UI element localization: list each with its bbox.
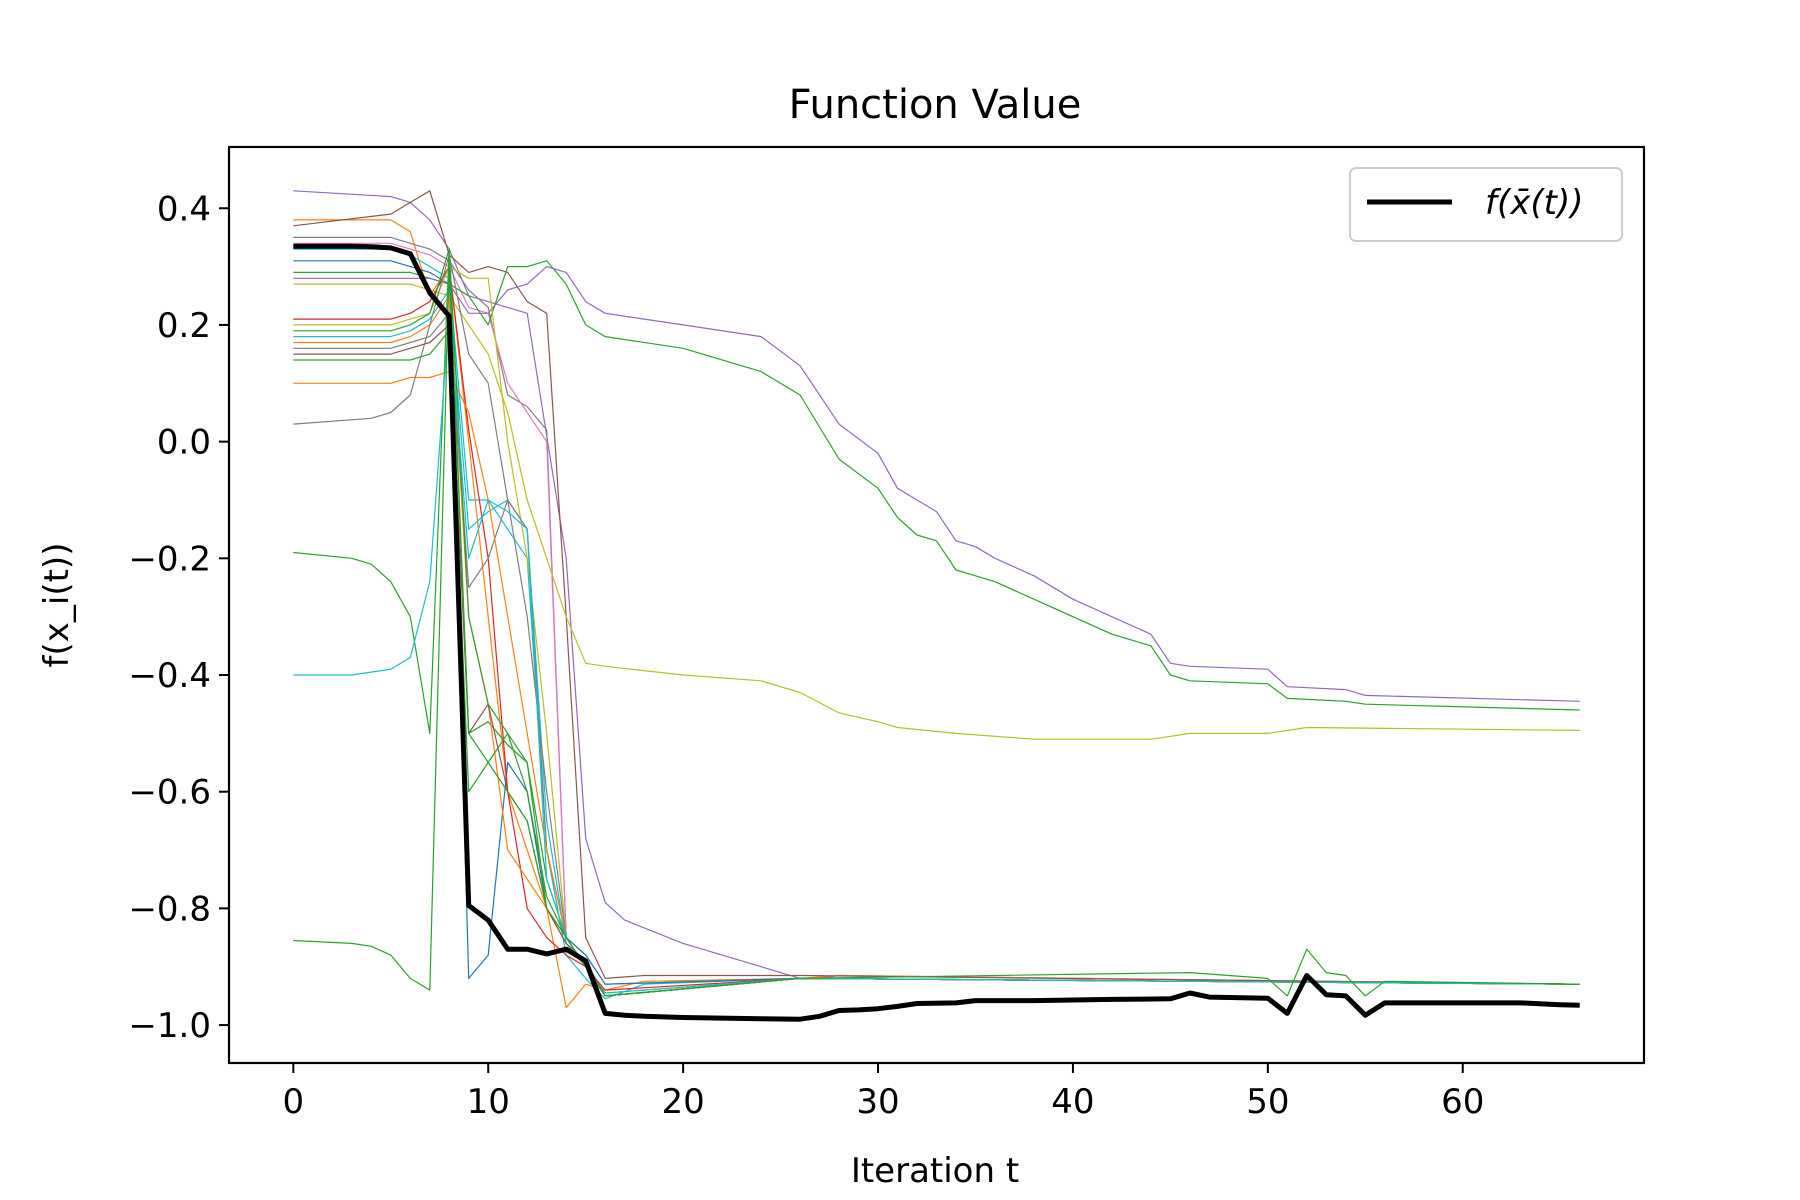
y-tick-label: −1.0	[128, 1006, 211, 1046]
y-tick-label: −0.2	[128, 539, 211, 579]
y-tick-label: 0.0	[157, 423, 211, 463]
agent-series-line-9	[293, 283, 1580, 740]
y-axis-ticks: 0.4 0.2 0.0 −0.2 −0.4 −0.6 −0.8 −1.0	[128, 189, 229, 1046]
x-axis-ticks: 0 10 20 30 40 50 60	[282, 1063, 1484, 1122]
legend-entry-mean: f(x̄(t))	[1485, 183, 1583, 223]
x-tick-label: 20	[661, 1082, 704, 1122]
y-tick-label: 0.2	[157, 306, 211, 346]
x-tick-label: 10	[467, 1082, 510, 1122]
y-tick-label: 0.4	[157, 189, 211, 229]
mean-series-group	[293, 243, 1580, 1022]
y-tick-label: −0.8	[128, 889, 211, 929]
legend-box	[1349, 167, 1623, 242]
x-tick-label: 30	[856, 1082, 899, 1122]
y-tick-label: −0.6	[128, 773, 211, 813]
y-axis-label: f(x_i(t))	[37, 543, 77, 668]
mean-series-line	[293, 243, 1580, 1022]
legend: f(x̄(t))	[1349, 167, 1623, 242]
y-tick-label: −0.4	[128, 656, 211, 696]
x-tick-label: 40	[1051, 1082, 1094, 1122]
chart-title: Function Value	[789, 82, 1082, 128]
agent-series-line-22	[293, 266, 1580, 997]
x-tick-label: 60	[1441, 1082, 1484, 1122]
agent-series-line-7	[293, 260, 1580, 711]
agent-series-line-8	[293, 266, 1580, 702]
x-tick-label: 0	[282, 1082, 304, 1122]
plot-area-frame	[227, 145, 1646, 1065]
x-axis-label: Iteration t	[851, 1151, 1019, 1191]
x-tick-label: 50	[1246, 1082, 1289, 1122]
